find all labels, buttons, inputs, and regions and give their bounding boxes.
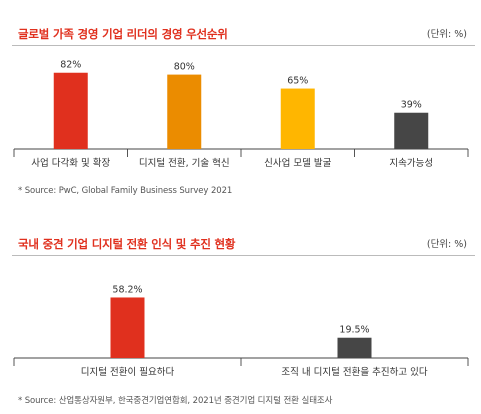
header-divider <box>12 45 475 46</box>
chart-panel-priorities: 글로벌 가족 경영 기업 리더의 경영 우선순위 (단위: %) 82% 사업 다… <box>0 0 481 205</box>
chart-title: 글로벌 가족 경영 기업 리더의 경영 우선순위 <box>18 27 228 41</box>
data-label: 39% <box>401 100 422 111</box>
data-label: 19.5% <box>339 325 369 336</box>
chart-panel-dx-status: 국내 중견 기업 디지털 전환 인식 및 추진 현황 (단위: %) 58.2%… <box>0 218 481 414</box>
bar <box>394 112 429 149</box>
data-label: 80% <box>174 62 195 73</box>
source-note: * Source: 산업통상자원부, 한국중견기업연합회, 2021년 중견기업… <box>18 396 333 406</box>
bar <box>280 88 315 149</box>
category-label: 디지털 전환이 필요하다 <box>81 366 175 378</box>
category-label: 사업 다각화 및 확장 <box>31 157 110 169</box>
chart-title: 국내 중견 기업 디지털 전환 인식 및 추진 현황 <box>18 237 236 251</box>
unit-label: (단위: %) <box>426 29 467 40</box>
category-label: 디지털 전환, 기술 혁신 <box>139 157 230 169</box>
data-label: 58.2% <box>112 284 142 295</box>
source-note: * Source: PwC, Global Family Business Su… <box>18 186 233 196</box>
bar <box>53 72 88 149</box>
category-label: 지속가능성 <box>389 158 433 169</box>
header-divider <box>12 255 475 256</box>
unit-label: (단위: %) <box>426 239 467 250</box>
data-label: 65% <box>287 76 308 87</box>
data-label: 82% <box>60 60 81 71</box>
bar-chart-priorities: 82% 사업 다각화 및 확장 80% 디지털 전환, 기술 혁신 65% 신사업 모델 … <box>13 60 469 169</box>
bar <box>167 74 202 149</box>
category-label: 조직 내 디지털 전환을 추진하고 있다 <box>281 366 427 378</box>
bar <box>110 297 145 358</box>
category-label: 신사업 모델 발굴 <box>264 157 331 169</box>
bar-chart-dx-status: 58.2% 디지털 전환이 필요하다 19.5% 조직 내 디지털 전환을 추진하고 … <box>13 284 469 378</box>
bar <box>337 337 372 358</box>
